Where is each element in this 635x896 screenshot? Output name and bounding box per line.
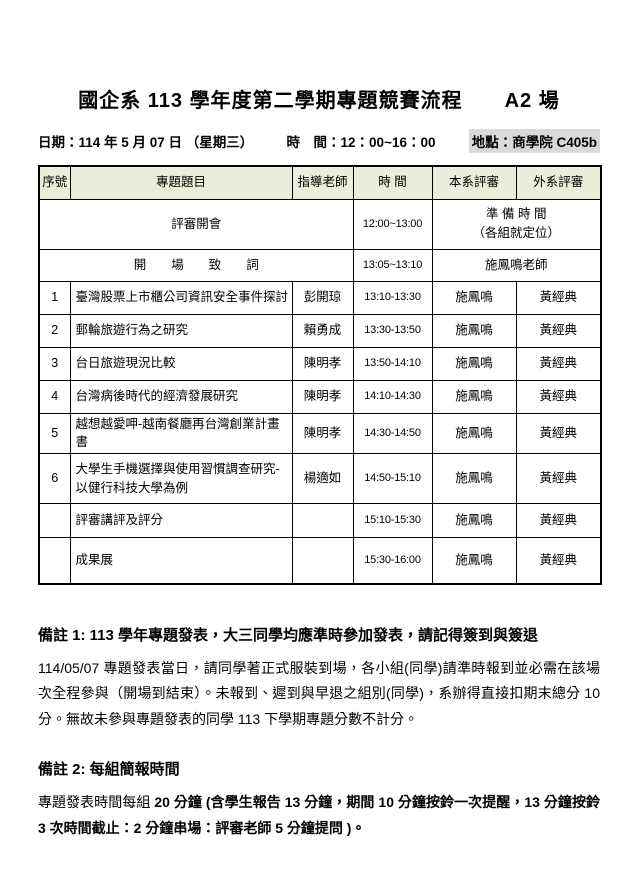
table-cell: 14:30-14:50	[352, 412, 433, 454]
table-cell: 13:05~13:10	[352, 248, 433, 282]
table-cell: 施鳳鳴	[431, 313, 517, 348]
schedule-table: 序號 專題題目 指導老師時 間本系評審 外系評審 評審開會 12:00~13:00 準 備…	[38, 165, 602, 585]
table-cell: 準 備 時 間（各組就定位）	[431, 198, 602, 250]
title-text: 國企系 113 學年度第二學期專題競賽流程	[78, 90, 463, 112]
note2-body-bold: 20 分鐘 (含學生報告 13 分鐘，期間 10 分鐘按鈴一次提醒，13 分鐘按…	[38, 794, 600, 837]
table-cell	[291, 537, 354, 584]
date-label: 日期：114 年 5 月 07 日 （星期三）	[38, 135, 254, 150]
table-cell: 施鳳鳴	[431, 412, 517, 454]
table-cell: 黃經典	[515, 537, 602, 584]
page-title: 國企系 113 學年度第二學期專題競賽流程 A2 場	[38, 84, 600, 113]
table-cell: 陳明孝	[291, 379, 354, 414]
table-cell: 開 場 致 詞	[38, 248, 354, 282]
note2-heading: 備註 2: 每組簡報時間	[38, 761, 180, 779]
venue-text: A2 場	[504, 90, 560, 112]
table-cell: 施鳳鳴	[431, 503, 517, 538]
column-header: 指導老師	[291, 165, 354, 200]
table-cell: 施鳳鳴	[431, 280, 517, 315]
column-header: 專題題目	[69, 165, 293, 200]
note1-heading: 備註 1: 113 學年專題發表，大三同學均應準時參加發表，請記得簽到與簽退	[38, 626, 539, 644]
table-cell	[38, 537, 71, 584]
table-row: 6 大學生手機選擇與使用習慣調查研究-以健行科技大學為例 楊適如 14:50-15:1…	[38, 453, 602, 504]
schedule-body: 評審開會 12:00~13:00 準 備 時 間（各組就定位）開 場 致 詞 13:0…	[38, 198, 602, 584]
table-cell: 15:30-16:00	[352, 537, 433, 584]
table-cell: 2	[38, 313, 71, 348]
table-cell: 14:10-14:30	[352, 379, 433, 414]
table-cell: 13:50-14:10	[352, 346, 433, 381]
column-header: 序號	[38, 165, 71, 200]
table-cell: 5	[38, 412, 71, 454]
table-row: 評審講評及評分 15:10-15:30 施鳳鳴 黃經典	[38, 503, 602, 538]
column-header: 時 間	[352, 165, 433, 200]
table-cell: 楊適如	[291, 453, 354, 504]
table-cell: 施鳳鳴老師	[431, 248, 602, 282]
table-cell: 賴勇成	[291, 313, 354, 348]
column-header: 本系評審	[431, 165, 517, 200]
table-cell	[291, 503, 354, 538]
notes-section: 備註 1: 113 學年專題發表，大三同學均應準時參加發表，請記得簽到與簽退 1…	[38, 625, 600, 842]
table-cell: 施鳳鳴	[431, 379, 517, 414]
table-cell: 陳明孝	[291, 346, 354, 381]
note2-body-normal: 專題發表時間每組	[38, 794, 155, 811]
header-row: 序號 專題題目 指導老師時 間本系評審 外系評審	[38, 165, 602, 200]
table-row: 成果展 15:30-16:00 施鳳鳴 黃經典	[38, 537, 602, 584]
table-cell: 3	[38, 346, 71, 381]
table-cell: 台日旅遊現況比較	[69, 346, 293, 381]
table-row: 3 台日旅遊現況比較 陳明孝 13:50-14:10 施鳳鳴 黃經典	[38, 346, 602, 381]
table-cell: 黃經典	[515, 412, 602, 454]
table-cell: 評審講評及評分	[69, 503, 293, 538]
table-cell: 郵輪旅遊行為之研究	[69, 313, 293, 348]
table-cell: 彭開琼	[291, 280, 354, 315]
table-cell: 15:10-15:30	[352, 503, 433, 538]
meta-row: 日期：114 年 5 月 07 日 （星期三） 時 間：12：00~16：00 …	[38, 129, 600, 153]
note2-body: 專題發表時間每組 20 分鐘 (含學生報告 13 分鐘，期間 10 分鐘按鈴一次…	[38, 790, 600, 842]
table-cell: 成果展	[69, 537, 293, 584]
table-cell: 施鳳鳴	[431, 537, 517, 584]
table-cell: 黃經典	[515, 453, 602, 504]
table-row: 5 越想越愛呷-越南餐廳再台灣創業計畫書 陳明孝 14:30-14:50 施鳳鳴 黃經典	[38, 412, 602, 454]
table-cell: 13:10-13:30	[352, 280, 433, 315]
table-cell: 施鳳鳴	[431, 346, 517, 381]
table-cell: 評審開會	[38, 198, 354, 250]
table-cell: 1	[38, 280, 71, 315]
table-cell: 陳明孝	[291, 412, 354, 454]
table-cell: 黃經典	[515, 280, 602, 315]
table-cell: 施鳳鳴	[431, 453, 517, 504]
table-cell: 黃經典	[515, 379, 602, 414]
time-label: 時 間：12：00~16：00	[286, 135, 436, 150]
column-header: 外系評審	[515, 165, 602, 200]
table-cell: 14:50-15:10	[352, 453, 433, 504]
table-row: 開 場 致 詞 13:05~13:10 施鳳鳴老師	[38, 248, 602, 282]
note1-body: 114/05/07 專題發表當日，請同學著正式服裝到場，各小組(同學)請準時報到…	[38, 659, 600, 728]
table-cell: 越想越愛呷-越南餐廳再台灣創業計畫書	[69, 412, 293, 454]
table-row: 4 台灣病後時代的經濟發展研究 陳明孝 14:10-14:30 施鳳鳴 黃經典	[38, 379, 602, 414]
table-row: 評審開會 12:00~13:00 準 備 時 間（各組就定位）	[38, 198, 602, 250]
table-cell: 4	[38, 379, 71, 414]
table-cell: 12:00~13:00	[352, 198, 433, 250]
table-cell: 13:30-13:50	[352, 313, 433, 348]
table-cell: 6	[38, 453, 71, 504]
table-cell: 黃經典	[515, 503, 602, 538]
table-row: 1 臺灣股票上市櫃公司資訊安全事件探討 彭開琼 13:10-13:30 施鳳鳴 黃經典	[38, 280, 602, 315]
location-label: 地點：商學院 C405b	[468, 129, 600, 153]
table-cell: 台灣病後時代的經濟發展研究	[69, 379, 293, 414]
table-cell	[38, 503, 71, 538]
table-cell: 臺灣股票上市櫃公司資訊安全事件探討	[69, 280, 293, 315]
table-cell: 大學生手機選擇與使用習慣調查研究-以健行科技大學為例	[69, 453, 293, 504]
table-row: 2 郵輪旅遊行為之研究 賴勇成 13:30-13:50 施鳳鳴 黃經典	[38, 313, 602, 348]
table-cell: 黃經典	[515, 346, 602, 381]
table-cell: 黃經典	[515, 313, 602, 348]
